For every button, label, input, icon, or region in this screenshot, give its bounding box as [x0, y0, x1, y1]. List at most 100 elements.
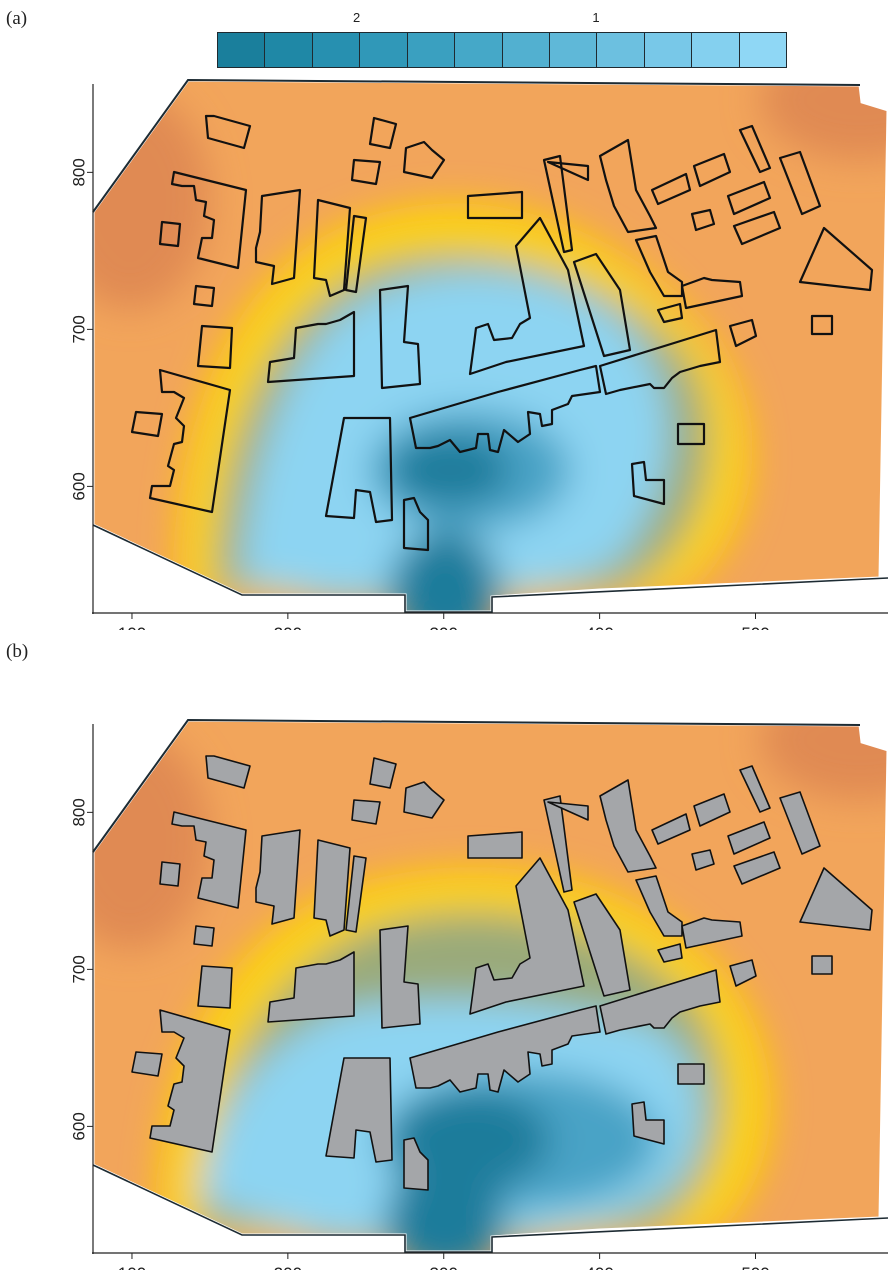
buildings	[130, 114, 874, 552]
field-darkblue	[390, 1090, 550, 1190]
x-tick-label: 200	[274, 1264, 302, 1270]
building	[547, 801, 589, 821]
colorbar-swatch	[265, 33, 313, 67]
y-tick-label: 800	[69, 158, 88, 186]
building	[266, 310, 356, 384]
building	[466, 190, 524, 220]
x-tick-label: 300	[430, 624, 458, 630]
building	[379, 925, 421, 1029]
x-tick-label: 200	[274, 624, 302, 630]
panel-label-a: (a)	[6, 8, 28, 29]
colorbar-swatch	[692, 33, 740, 67]
building	[403, 781, 445, 819]
colorbar-swatch	[549, 33, 598, 67]
x-tick-label: 100	[118, 1264, 146, 1270]
building	[344, 214, 368, 294]
building	[572, 252, 632, 358]
building	[403, 1137, 429, 1191]
plot-panel-a: 100 200 300 400 500 600 700 800	[69, 78, 890, 630]
building	[599, 779, 657, 873]
colorbar-swatch	[502, 33, 550, 67]
building	[468, 216, 586, 376]
building	[170, 170, 248, 270]
building	[368, 116, 398, 150]
building	[727, 821, 771, 855]
building	[197, 965, 233, 1009]
building	[692, 152, 732, 188]
building	[312, 198, 352, 298]
building	[651, 813, 691, 845]
colorbar-swatch	[455, 33, 503, 67]
building	[205, 755, 251, 789]
colorbar-swatch	[739, 33, 787, 67]
colorbar-tick-1: 1	[592, 10, 600, 25]
building	[408, 364, 602, 454]
y-tick-label: 800	[69, 798, 88, 826]
x-tick-label: 100	[118, 624, 146, 630]
building	[657, 943, 683, 963]
building	[677, 1063, 705, 1085]
building	[402, 496, 430, 552]
y-tick-label: 600	[69, 472, 88, 500]
x-tick-label: 400	[585, 1264, 613, 1270]
building	[378, 284, 422, 390]
building	[130, 410, 164, 438]
building	[811, 955, 833, 975]
field-darkblue	[385, 1165, 505, 1252]
building	[739, 765, 771, 813]
field-darkblue	[390, 435, 510, 505]
building	[204, 114, 252, 150]
field-corner	[760, 720, 888, 800]
building	[690, 208, 716, 232]
y-tick-label: 700	[69, 955, 88, 983]
field-corner	[93, 730, 210, 950]
x-tick-label: 500	[741, 624, 769, 630]
colorbar-ticks: 2 1	[217, 10, 787, 32]
building	[149, 1009, 231, 1153]
building	[599, 969, 721, 1035]
building	[733, 851, 781, 885]
building	[676, 422, 706, 446]
building	[159, 861, 181, 887]
building	[409, 1005, 601, 1093]
panel-label-b: (b)	[6, 641, 29, 662]
x-tick-label: 300	[430, 1264, 458, 1270]
building	[196, 324, 234, 370]
building	[726, 180, 772, 216]
building	[192, 284, 216, 308]
field-corner	[93, 90, 210, 310]
contour-field	[93, 720, 888, 1252]
buildings	[131, 755, 873, 1191]
building	[254, 188, 302, 286]
colorbar-swatch	[644, 33, 693, 67]
building	[778, 150, 822, 216]
building	[573, 893, 631, 997]
y-tick-label: 600	[69, 1112, 88, 1140]
building	[656, 302, 684, 324]
colorbar-swatch	[312, 33, 361, 67]
contour-field	[93, 80, 888, 612]
building	[369, 757, 397, 789]
x-tick-label: 400	[585, 624, 613, 630]
building	[799, 867, 873, 931]
building	[630, 460, 666, 506]
building	[402, 140, 446, 180]
building	[469, 857, 585, 1015]
building	[691, 849, 715, 871]
building	[779, 791, 821, 855]
building	[325, 1057, 393, 1163]
y-tick-label: 700	[69, 315, 88, 343]
building	[546, 160, 590, 182]
building	[738, 124, 772, 174]
building	[351, 799, 381, 825]
building	[631, 1101, 665, 1145]
building	[193, 925, 215, 947]
plot-panel-b: 100 200 300 400 500 600 700 800	[69, 718, 890, 1270]
building	[650, 172, 692, 206]
building	[681, 917, 743, 949]
building	[345, 855, 367, 933]
building	[810, 314, 834, 336]
building	[158, 220, 182, 248]
field-corner	[760, 80, 888, 160]
building	[798, 226, 874, 292]
